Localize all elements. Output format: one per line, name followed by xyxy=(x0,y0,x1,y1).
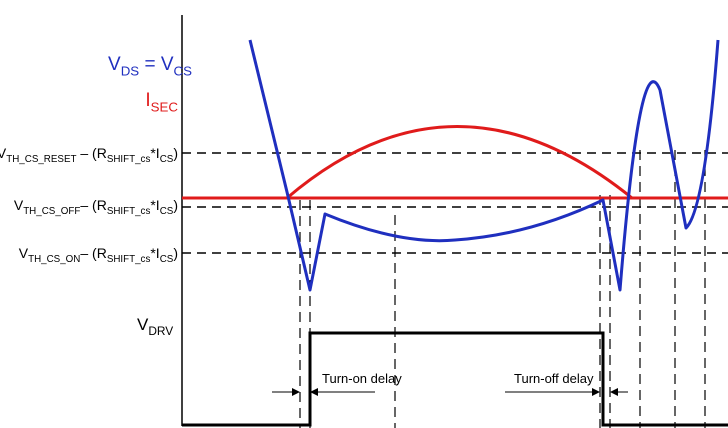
subscript: DRV xyxy=(148,324,173,338)
label: VDS = VCS xyxy=(108,54,192,79)
label: VDRV xyxy=(137,315,173,338)
label-text: V xyxy=(19,245,29,261)
subscript: SEC xyxy=(151,100,179,115)
subscript: CS xyxy=(160,154,174,165)
subscript: TH_CS_OFF xyxy=(23,206,80,217)
label-text: *I xyxy=(150,245,159,261)
label-text: V xyxy=(108,54,121,75)
turn-off-label: Turn-off delay xyxy=(514,371,594,386)
vds-curve xyxy=(248,39,720,292)
vertical-markers xyxy=(299,150,706,428)
label-text: V xyxy=(137,315,149,334)
label: ISEC xyxy=(145,90,178,115)
isec-curve xyxy=(286,125,633,200)
label: VTH_CS_ON– (RSHIFT_cs*ICS) xyxy=(19,245,178,265)
label-text: ) xyxy=(173,197,178,213)
label-text: I xyxy=(145,90,150,111)
label-text: – (R xyxy=(80,245,106,261)
subscript: CS xyxy=(174,64,193,79)
label: VTH_CS_OFF– (RSHIFT_cs*ICS) xyxy=(14,197,178,217)
subscript: SHIFT_cs xyxy=(107,154,151,165)
label-text: V xyxy=(0,145,7,161)
label-text: = V xyxy=(139,54,174,75)
vdrv-signal xyxy=(182,331,728,427)
subscript: SHIFT_cs xyxy=(107,206,151,217)
subscript: CS xyxy=(160,254,174,265)
label-text: ) xyxy=(173,145,178,161)
subscript: TH_CS_ON xyxy=(28,254,80,265)
turn-on-label: Turn-on delay xyxy=(322,371,402,386)
subscript: TH_CS_RESET xyxy=(6,154,76,165)
label-text: – (R xyxy=(80,197,106,213)
label-text: *I xyxy=(150,145,159,161)
label: VTH_CS_RESET – (RSHIFT_cs*ICS) xyxy=(0,145,178,165)
label-text: V xyxy=(14,197,24,213)
subscript: SHIFT_cs xyxy=(107,254,151,265)
subscript: CS xyxy=(160,206,174,217)
label-text: – (R xyxy=(76,145,106,161)
subscript: DS xyxy=(121,64,140,79)
label-text: *I xyxy=(150,197,159,213)
label-text: ) xyxy=(173,245,178,261)
